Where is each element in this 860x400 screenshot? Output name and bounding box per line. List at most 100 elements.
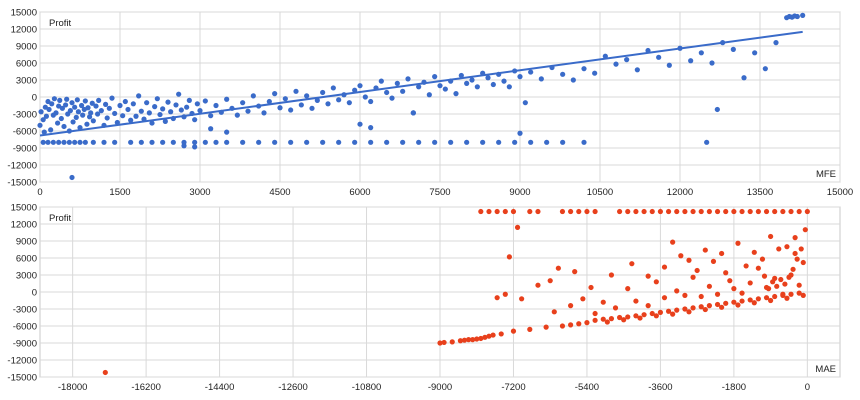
data-point bbox=[747, 208, 753, 215]
data-point bbox=[653, 313, 659, 319]
data-point bbox=[535, 208, 541, 215]
data-point bbox=[89, 100, 95, 106]
data-point bbox=[670, 239, 676, 245]
data-point bbox=[551, 309, 557, 315]
x-tick-label: -5400 bbox=[575, 382, 599, 393]
data-point bbox=[686, 309, 692, 315]
data-points bbox=[37, 12, 806, 181]
data-point bbox=[48, 127, 54, 133]
data-point bbox=[547, 278, 553, 284]
data-point bbox=[796, 208, 802, 215]
y-tick-label: -15000 bbox=[7, 178, 37, 189]
data-point bbox=[98, 108, 104, 114]
data-point bbox=[114, 119, 120, 126]
data-point bbox=[510, 208, 517, 215]
data-point bbox=[304, 93, 310, 99]
data-point bbox=[794, 256, 800, 262]
data-point bbox=[517, 130, 523, 136]
data-point bbox=[755, 208, 761, 215]
data-point bbox=[465, 337, 472, 343]
data-point bbox=[144, 100, 150, 106]
data-point bbox=[314, 97, 320, 103]
data-point bbox=[63, 102, 69, 108]
x-tick-label: 0 bbox=[805, 382, 810, 393]
data-point bbox=[527, 208, 533, 215]
data-point bbox=[625, 208, 631, 215]
data-point bbox=[608, 272, 615, 278]
data-point bbox=[432, 139, 438, 145]
data-point bbox=[629, 261, 635, 267]
data-point bbox=[437, 83, 443, 89]
data-point bbox=[43, 113, 50, 119]
x-tick-label: 4500 bbox=[269, 187, 290, 198]
data-point bbox=[490, 332, 496, 338]
data-point bbox=[661, 264, 668, 270]
data-point bbox=[768, 233, 774, 240]
y-tick-label: 9000 bbox=[16, 42, 37, 53]
data-point bbox=[522, 100, 528, 106]
data-point bbox=[751, 300, 757, 306]
data-point bbox=[494, 295, 500, 301]
data-point bbox=[584, 320, 590, 326]
data-point bbox=[464, 139, 470, 145]
data-point bbox=[568, 303, 574, 309]
x-tick-labels: -18000 -16200 -14400 -12600 -10800 -9000 -7200… bbox=[58, 382, 810, 393]
data-point bbox=[772, 208, 778, 215]
data-point bbox=[478, 208, 484, 215]
data-point bbox=[674, 208, 680, 215]
y-tick-label: 3000 bbox=[16, 76, 37, 87]
y-axis-label: Profit bbox=[49, 213, 72, 224]
data-point bbox=[723, 208, 729, 215]
data-point bbox=[634, 67, 640, 73]
data-point bbox=[747, 297, 753, 303]
data-point bbox=[82, 98, 88, 104]
data-point bbox=[641, 312, 647, 318]
x-tick-label: 15000 bbox=[827, 187, 853, 198]
data-point bbox=[486, 208, 492, 215]
data-point bbox=[723, 270, 729, 276]
data-point bbox=[453, 91, 459, 97]
data-point bbox=[67, 108, 73, 114]
data-point bbox=[128, 117, 134, 123]
data-point bbox=[486, 333, 492, 339]
x-tick-label: -1800 bbox=[722, 382, 746, 393]
data-point bbox=[502, 208, 508, 215]
data-point bbox=[482, 334, 488, 340]
data-point bbox=[213, 139, 219, 145]
data-point bbox=[79, 102, 85, 109]
mae-profit-scatter-chart: 15000 12000 9000 6000 3000 0 -3000 -6000 -9000 -1… bbox=[7, 203, 841, 393]
data-point bbox=[633, 298, 639, 304]
data-point bbox=[780, 291, 786, 297]
data-point bbox=[670, 311, 676, 317]
data-point bbox=[731, 208, 737, 215]
data-point bbox=[77, 125, 83, 131]
data-point bbox=[600, 316, 606, 322]
data-point bbox=[714, 301, 721, 308]
data-point bbox=[792, 235, 798, 241]
data-point bbox=[616, 208, 623, 215]
data-point bbox=[784, 295, 790, 301]
data-point bbox=[800, 292, 806, 298]
data-point bbox=[560, 139, 566, 145]
data-point bbox=[480, 139, 486, 145]
data-point bbox=[162, 118, 168, 124]
x-tick-label: -16200 bbox=[131, 382, 161, 393]
data-point bbox=[416, 84, 422, 90]
x-tick-label: -10800 bbox=[352, 382, 382, 393]
data-point bbox=[763, 208, 770, 215]
data-point bbox=[730, 46, 736, 53]
data-point bbox=[604, 319, 610, 325]
data-point bbox=[765, 286, 772, 292]
data-point bbox=[410, 110, 416, 116]
data-point bbox=[357, 121, 363, 127]
data-point bbox=[53, 110, 59, 116]
data-point bbox=[698, 208, 704, 215]
data-point bbox=[560, 71, 566, 77]
x-tick-label: 6000 bbox=[349, 187, 370, 198]
data-point bbox=[77, 139, 83, 145]
data-point bbox=[770, 279, 776, 285]
data-point bbox=[798, 246, 804, 252]
data-point bbox=[690, 208, 696, 215]
data-point bbox=[731, 299, 737, 305]
data-point bbox=[288, 139, 294, 145]
